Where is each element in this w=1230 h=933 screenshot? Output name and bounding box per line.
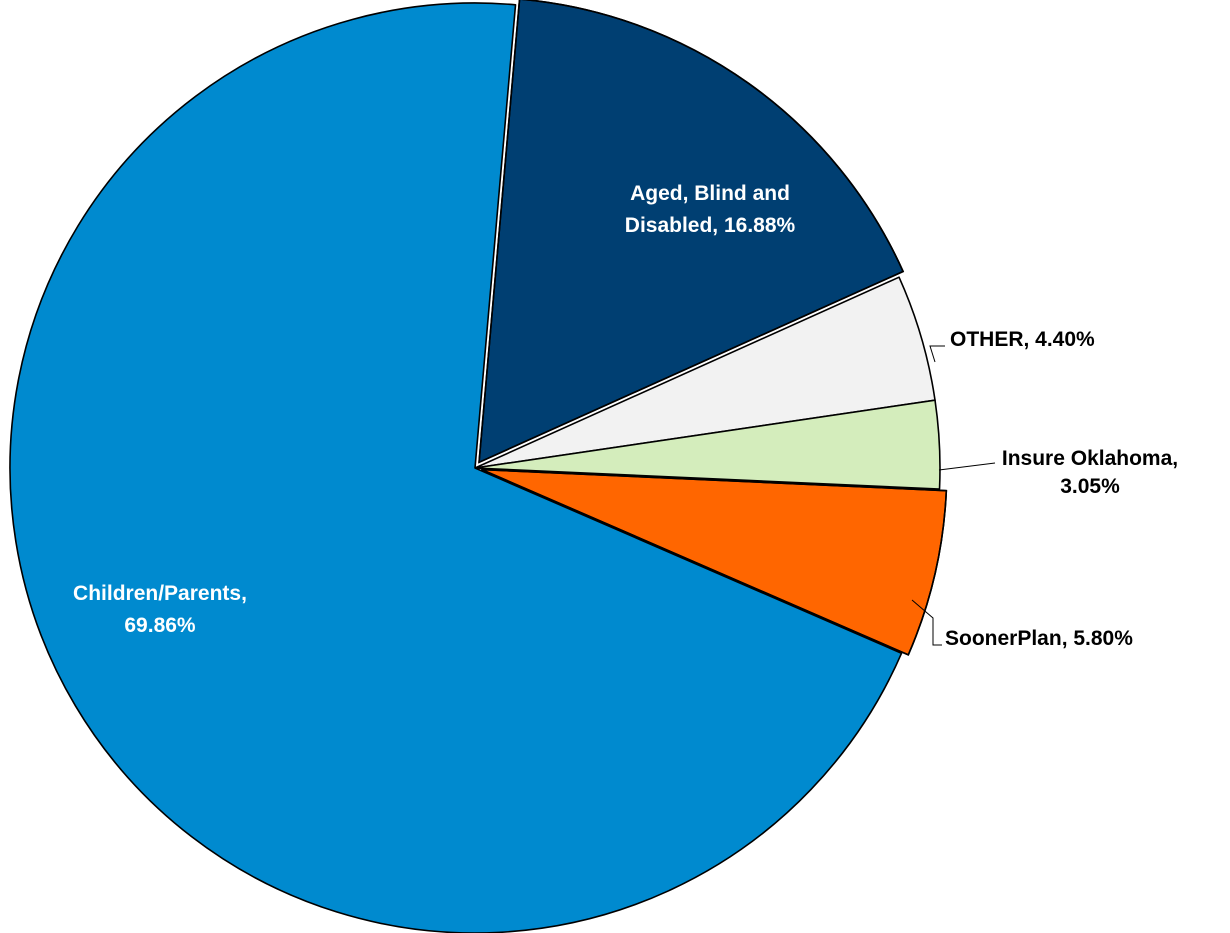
- slice-label-line: 3.05%: [1060, 475, 1120, 498]
- pie-slice-insure-oklahoma: [474, 399, 941, 490]
- pie-slice-outline: [478, 0, 905, 464]
- leader-line: [911, 599, 942, 646]
- slice-label: Insure Oklahoma, 3.05%: [1002, 447, 1178, 498]
- slice-label: Children/Parents, 69.86%: [73, 582, 247, 637]
- slice-label-line: OTHER, 4.40%: [950, 328, 1095, 351]
- pie-slice-outline: [481, 468, 948, 656]
- pie-slice-children-parents: [9, 2, 903, 933]
- slice-label-line: SoonerPlan, 5.80%: [945, 627, 1133, 650]
- slice-label-line: Aged, Blind and: [630, 182, 790, 205]
- leader-lines-layer: [911, 345, 996, 646]
- labels-layer: Aged, Blind and Disabled, 16.88% OTHER, 4.…: [73, 182, 1178, 650]
- slice-label: SoonerPlan, 5.80%: [945, 627, 1133, 650]
- slice-label: OTHER, 4.40%: [950, 328, 1095, 351]
- slice-label-line: 69.86%: [124, 614, 196, 637]
- slices-layer: [9, 0, 948, 933]
- slice-label: Aged, Blind and Disabled, 16.88%: [625, 182, 796, 237]
- slice-label-line: Children/Parents,: [73, 582, 247, 605]
- leader-line: [938, 462, 996, 471]
- slice-label-line: Disabled, 16.88%: [625, 214, 796, 237]
- leader-line: [929, 345, 945, 363]
- slice-label-line: Insure Oklahoma,: [1002, 447, 1178, 470]
